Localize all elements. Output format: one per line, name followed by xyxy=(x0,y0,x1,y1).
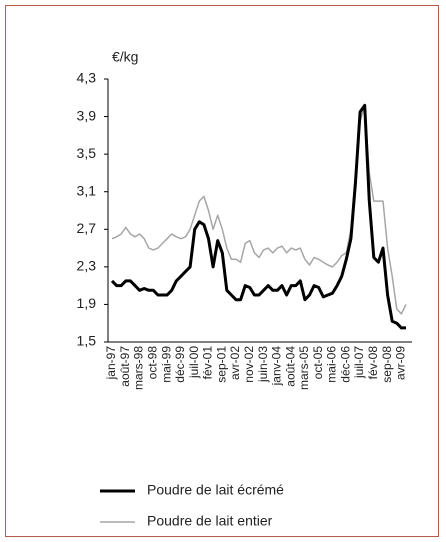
y-tick-label: 2,3 xyxy=(77,258,97,274)
x-tick-label: sep-08 xyxy=(380,346,394,383)
x-tick-label: nov-02 xyxy=(242,346,256,383)
x-tick-label: juil-07 xyxy=(352,346,366,379)
x-tick-label: août-04 xyxy=(283,346,297,387)
frame xyxy=(5,5,439,537)
x-tick-label: août-97 xyxy=(118,346,132,387)
y-unit: €/kg xyxy=(112,49,138,65)
x-tick-label: juil-00 xyxy=(187,346,201,379)
x-tick-label: mai-06 xyxy=(325,346,339,383)
x-tick-label: janv-04 xyxy=(270,346,284,387)
x-tick-label: sep-01 xyxy=(214,346,228,383)
x-tick-label: juin-03 xyxy=(256,346,270,383)
series-line xyxy=(110,103,406,330)
legend-label: Poudre de lait écrémé xyxy=(147,482,284,498)
x-tick-label: fév-08 xyxy=(366,346,380,380)
y-tick-label: 2,7 xyxy=(77,220,97,236)
x-tick-label: avr-09 xyxy=(394,346,408,380)
x-tick-label: déc-06 xyxy=(338,346,352,383)
x-tick-label: mai-99 xyxy=(159,346,173,383)
x-tick-label: mars-05 xyxy=(297,346,311,390)
y-tick-label: 1,9 xyxy=(77,295,97,311)
x-tick-label: oct-05 xyxy=(311,346,325,380)
legend-label: Poudre de lait entier xyxy=(147,513,273,529)
x-tick-label: jan-97 xyxy=(104,346,118,381)
y-tick-label: 3,5 xyxy=(77,145,97,161)
y-tick-label: 1,5 xyxy=(77,333,97,349)
x-tick-label: fév-01 xyxy=(201,346,215,380)
y-tick-label: 3,1 xyxy=(77,182,97,198)
x-tick-label: mars-98 xyxy=(132,346,146,390)
y-tick-label: 4,3 xyxy=(77,70,97,86)
y-tick-label: 3,9 xyxy=(77,107,97,123)
x-tick-label: avr-02 xyxy=(228,346,242,380)
x-tick-label: déc-99 xyxy=(173,346,187,383)
x-tick-label: oct-98 xyxy=(146,346,160,380)
